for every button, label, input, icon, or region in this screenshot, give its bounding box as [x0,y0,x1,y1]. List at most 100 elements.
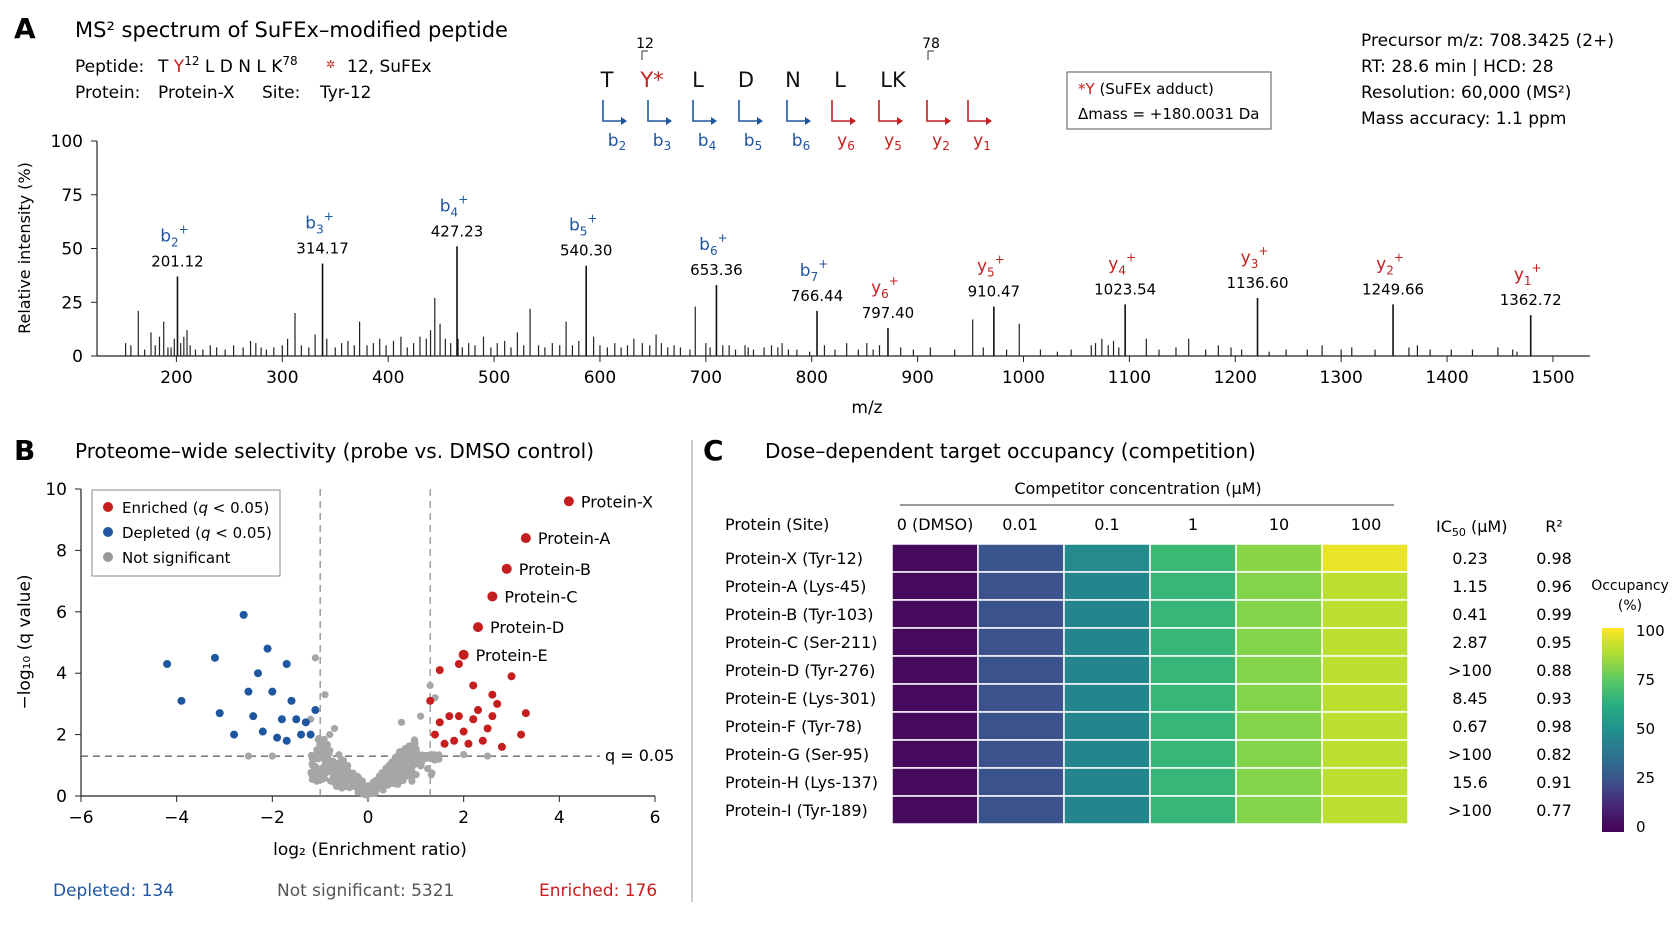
heatmap-cell [891,599,979,629]
heatmap-cell [891,543,979,573]
depleted-point [282,736,291,745]
enriched-point [493,699,502,708]
seq-residue: D [738,68,754,92]
heatmap-cell [891,627,979,657]
panel-c-letter: C [703,434,724,467]
heatmap-cell [1149,683,1237,713]
fragment-arrow-icon [850,117,856,125]
r2-value: 0.98 [1536,549,1572,568]
conc-title: Competitor concentration (µM) [1014,479,1261,498]
panel-a-title: MS² spectrum of SuFEx–modified peptide [75,18,508,42]
ns-point [376,782,384,791]
fragment-label: y1 [973,131,991,153]
peak-mz-label: 766.44 [791,287,844,305]
depleted-point [239,610,248,619]
heatmap-cell [1063,627,1151,657]
heatmap-cell [891,795,979,825]
colorbar-ticks: 100 75 50 25 0 [1636,622,1665,836]
peak-mz-label: 797.40 [862,304,915,322]
depleted-point [258,727,267,736]
ns-point [314,773,322,781]
ns-point [426,681,434,690]
heatmap-cell [977,571,1065,601]
x-tick-label: 1200 [1214,368,1257,388]
heatmap-cell [1149,655,1237,685]
r2-value: 0.82 [1536,745,1572,764]
ns-point [410,738,418,746]
legend-depleted-label: Depleted (q < 0.05) [122,524,272,542]
ic50-value: 0.23 [1452,549,1488,568]
fragment-arrow-icon [621,117,627,125]
adduct-line-1: *Y (SuFEx adduct) [1078,80,1214,98]
heatmap-cell [891,571,979,601]
heatmap-cell [1149,739,1237,769]
resolution: Resolution: 60,000 (MS²) [1361,83,1571,103]
peptide-post: L D N L K [199,57,283,77]
ns-point [332,782,341,791]
heatmap-cell [977,683,1065,713]
heatmap-cell [891,655,979,685]
enriched-point [488,712,497,721]
protein-site-label: Protein-I (Tyr-189) [725,801,868,820]
depleted-point [244,687,253,696]
heatmap-cell [1321,543,1409,573]
heatmap-cell [1063,655,1151,685]
depleted-point [163,659,172,668]
fragment-label: y6 [837,131,855,153]
enriched-point [440,739,449,748]
depleted-point [297,730,306,739]
ns-point [268,752,276,760]
depleted-point [311,706,320,715]
depleted-point [249,712,258,721]
enriched-point [474,706,483,715]
heatmap-cell [1235,739,1323,769]
heatmap-cell [1235,711,1323,741]
ic50-value: 0.41 [1452,605,1488,624]
fragment-bracket [786,100,805,122]
x-tick-label: 0 [363,808,374,828]
protein-site-label: Protein-A (Lys-45) [725,577,866,596]
fragment-label: b3 [653,131,671,153]
volcano-y-label: −log₁₀ (q value) [15,574,35,709]
labeled-point [473,622,484,633]
colorbar-tick-label: 100 [1636,622,1665,640]
heatmap-cell [891,683,979,713]
seq-mark-12: 12 [636,36,654,52]
colorbar-title-1: Occupancy [1591,578,1669,594]
heatmap-cell [1235,627,1323,657]
enriched-point [454,712,463,721]
ns-count: Not significant: 5321 [277,881,454,901]
ic50-value: >100 [1448,801,1492,820]
ns-point [369,782,377,790]
seq-residue: L [692,68,704,92]
enriched-point [435,666,444,675]
heatmap-cell [1063,571,1151,601]
labeled-point-name: Protein-E [476,646,548,665]
peak-ion-label: b2+ [160,222,189,249]
ns-point [355,780,363,788]
peptide-mod-residue: Y [173,57,185,77]
depleted-point [287,696,296,705]
heatmap-cell [1063,795,1151,825]
r2-value: 0.99 [1536,605,1572,624]
heatmap-cell [1063,599,1151,629]
fragment-bracket [647,100,666,122]
ns-point [345,784,354,792]
heatmap-cell [1149,599,1237,629]
q-threshold-label: q = 0.05 [605,746,674,765]
adduct-line-2: Δmass = +180.0031 Da [1078,105,1259,123]
enriched-point [483,724,492,733]
heatmap-cell [977,627,1065,657]
x-tick-label: 1100 [1108,368,1151,388]
heatmap-cell [1149,543,1237,573]
heatmap-cell [1063,543,1151,573]
heatmap-cell [977,739,1065,769]
peak-ion-label: b7+ [800,257,829,284]
r2-value: 0.95 [1536,633,1572,652]
fragment-label: y2 [932,131,950,153]
ns-point [364,790,372,799]
protein-value: Protein-X [158,83,235,103]
heatmap-cell [1063,767,1151,797]
legend-enriched-label: Enriched (q < 0.05) [122,499,269,517]
